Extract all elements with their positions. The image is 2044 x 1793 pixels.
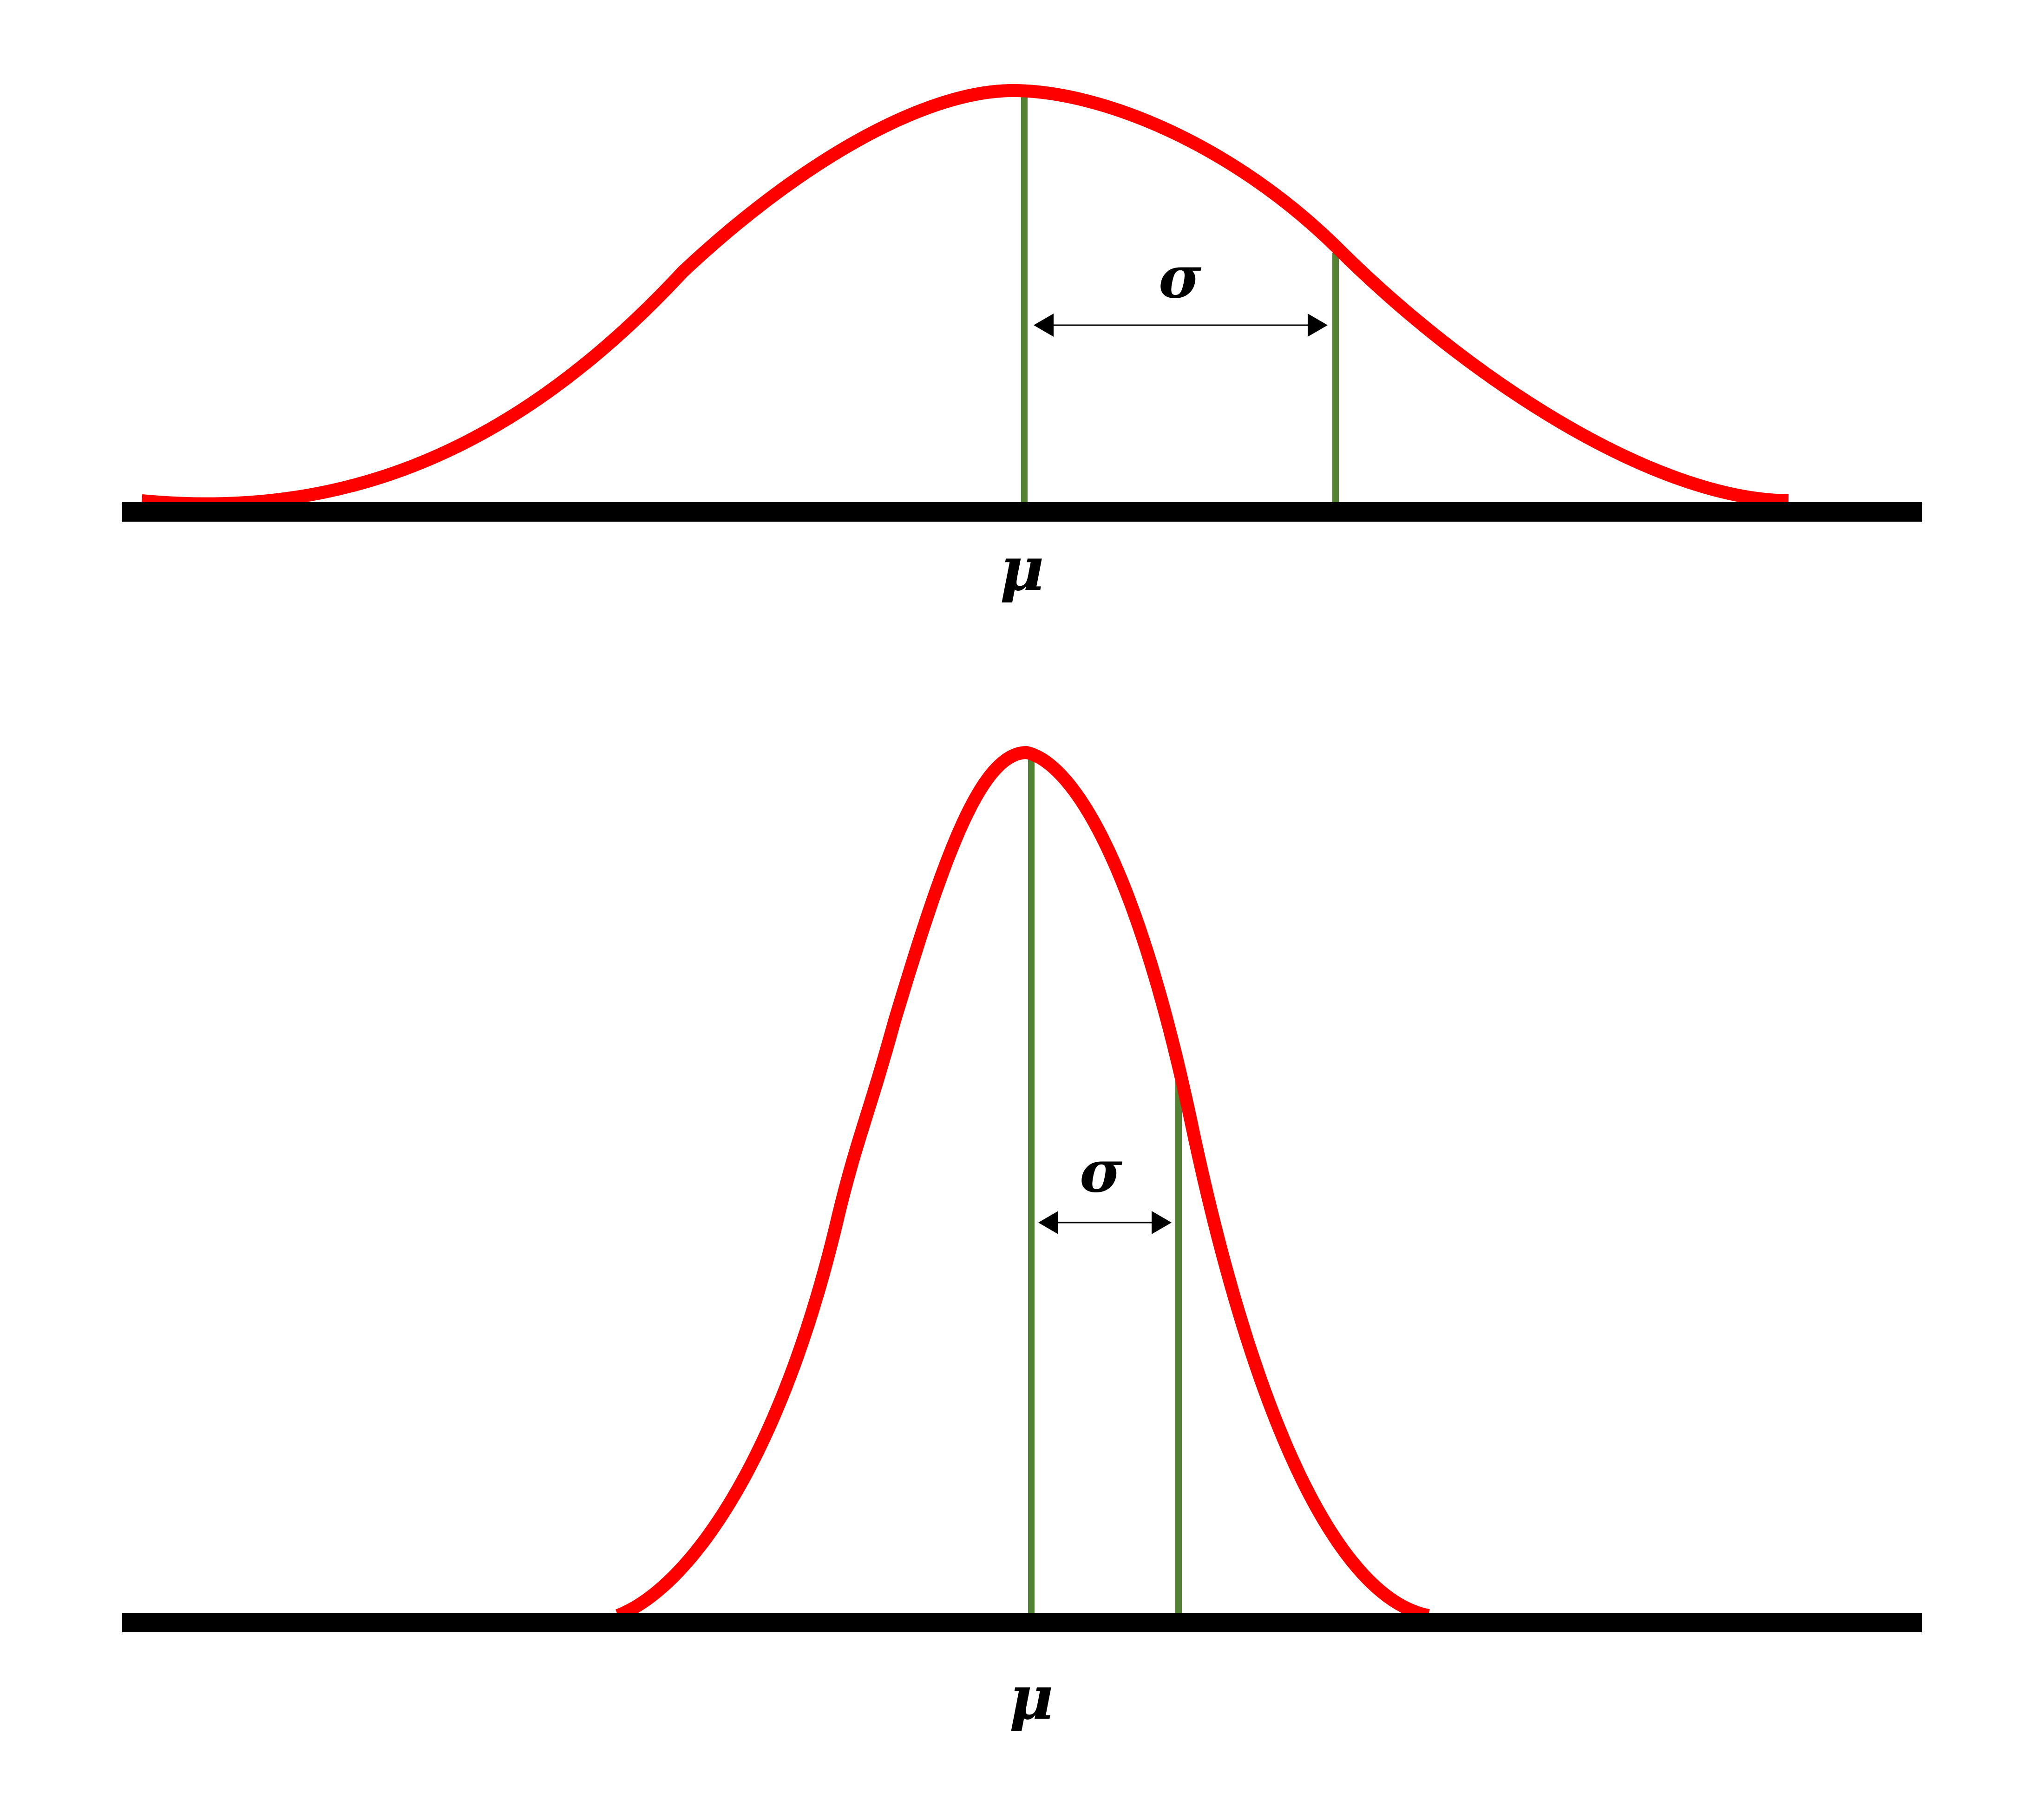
narrow-sigma-arrow xyxy=(1038,1211,1172,1234)
narrow-distribution-panel: σ μ xyxy=(122,746,1922,1733)
wide-mean-label: μ xyxy=(1000,533,1044,604)
wide-sigma-arrow xyxy=(1034,314,1328,337)
narrow-bell-curve xyxy=(615,746,1430,1622)
wide-sigma-label: σ xyxy=(1159,243,1202,311)
narrow-mean-label: μ xyxy=(1009,1662,1053,1733)
narrow-sigma-label: σ xyxy=(1080,1138,1123,1205)
wide-distribution-panel: σ μ xyxy=(122,84,1922,604)
wide-bell-curve xyxy=(141,84,1789,510)
